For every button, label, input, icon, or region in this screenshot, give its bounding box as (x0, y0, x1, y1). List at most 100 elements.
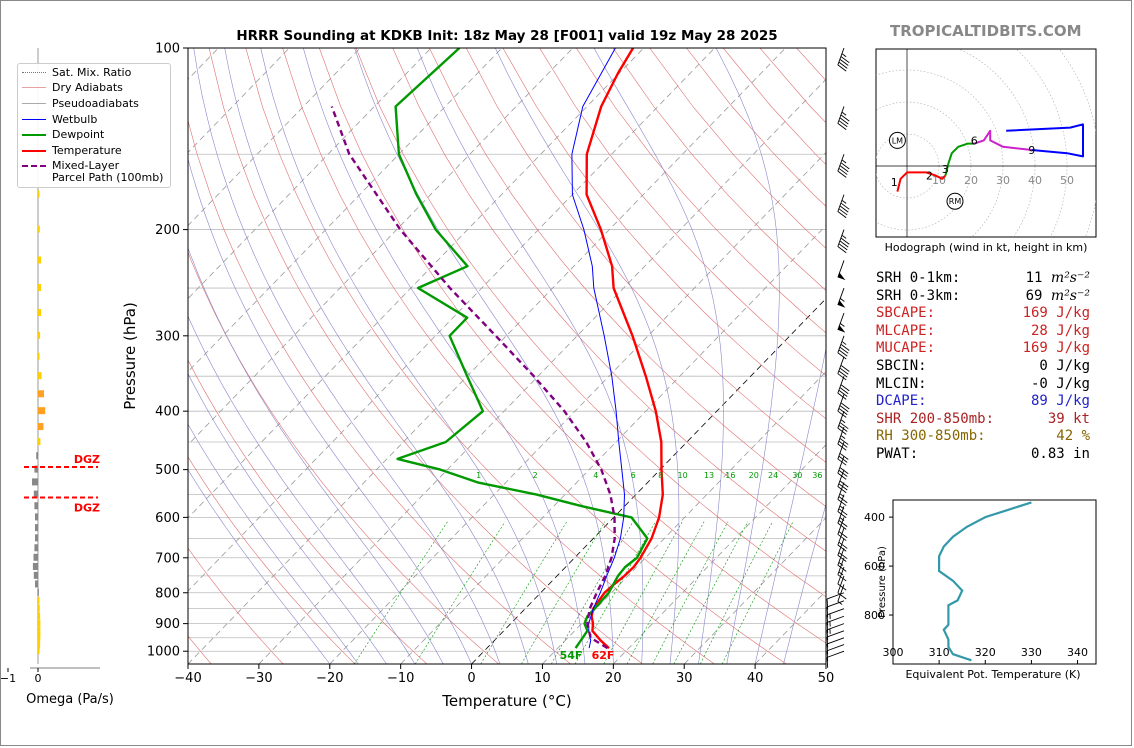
hodograph-frame (875, 48, 1097, 238)
isotherm-line (188, 48, 574, 446)
omega-bar (36, 452, 38, 460)
storm-motion-label: RM (949, 197, 962, 206)
omega-xlabel: Omega (Pa/s) (26, 692, 114, 707)
omega-tick-label: 0 (35, 672, 42, 685)
barb-staff (826, 592, 845, 600)
mixing-ratio-line (354, 521, 448, 664)
barb-staff (826, 650, 845, 658)
barb-full (837, 246, 847, 254)
barb-full (840, 402, 850, 410)
dry-adiabat-line (392, 48, 826, 552)
legend-label: Dry Adiabats (52, 81, 123, 94)
barb-full (840, 202, 850, 210)
barb-full (837, 533, 847, 541)
pseudoadiabat-line (188, 157, 472, 664)
wind-barb (826, 650, 845, 668)
omega-bar (38, 407, 46, 415)
barb-full (837, 410, 847, 418)
wind-barb (837, 527, 848, 552)
isotherm-line (613, 444, 826, 664)
param-label: DCAPE: (876, 393, 927, 410)
param-label: MLCAPE: (876, 322, 936, 339)
barb-full (837, 211, 847, 219)
mixing-ratio-line (574, 521, 656, 664)
wind-barb (837, 376, 850, 400)
param-row: MLCIN: -0 J/kg (876, 376, 1090, 394)
dry-adiabat-line (465, 48, 826, 463)
legend-item: Wetbulb (18, 114, 97, 126)
pseudoadiabat-line (354, 48, 614, 664)
barb-half (841, 234, 847, 239)
omega-bar (38, 225, 40, 233)
pseudoadiabat-line (188, 373, 387, 664)
legend-label: Sat. Mix. Ratio (52, 66, 132, 79)
barb-full (839, 240, 849, 248)
omega-bar (38, 309, 41, 317)
dry-adiabat-line (355, 48, 826, 598)
param-value: 169 J/kg (1022, 305, 1090, 322)
barb-full (837, 392, 847, 400)
omega-bar (38, 612, 41, 620)
hodograph-ring-label: 30 (996, 174, 1010, 187)
barb-full (838, 208, 848, 216)
omega-bar (38, 256, 41, 264)
wind-barb (826, 592, 845, 610)
legend-swatch (22, 98, 46, 108)
y-tick-label: 800 (155, 586, 180, 601)
param-label: MUCAPE: (876, 340, 936, 357)
y-tick-label: 900 (155, 617, 180, 632)
param-row: SHR 200-850mb: 39 kt (876, 411, 1090, 429)
y-tick-label: 100 (155, 42, 180, 57)
wind-barb (837, 154, 850, 178)
omega-bar (34, 502, 38, 510)
barb-full (838, 508, 848, 516)
mixing-ratio-line (551, 521, 634, 664)
barb-full (839, 58, 849, 66)
skewt-profiles (330, 48, 664, 650)
barb-full (838, 167, 848, 175)
x-tick-label: −20 (316, 671, 343, 686)
hodograph-height-label: 2 (926, 170, 933, 183)
wind-barb (837, 394, 850, 418)
omega-bar (33, 553, 38, 561)
x-tick-label: −10 (387, 671, 414, 686)
theta-e-x-tick-label: 330 (1021, 646, 1042, 659)
isotherm-line (258, 78, 826, 664)
param-row: SRH 0-1km: 11 m²s⁻² (876, 270, 1090, 288)
omega-bar (34, 544, 38, 552)
barb-full (837, 511, 847, 519)
y-tick-label: 1000 (147, 645, 180, 660)
omega-bar (38, 619, 41, 627)
pseudoadiabat-line (193, 48, 501, 664)
dry-adiabat-line (1090, 48, 1134, 664)
barb-half (837, 600, 843, 605)
pseudoadiabat-line (417, 48, 644, 664)
barb-full (837, 498, 847, 506)
param-row: SBCAPE: 169 J/kg (876, 305, 1090, 323)
barb-full (839, 387, 849, 395)
dry-adiabat-line (502, 48, 826, 420)
omega-bar (38, 331, 41, 339)
omega-tick-label: −1 (0, 672, 16, 685)
wind-barb (837, 557, 847, 582)
mixing-ratio-label: 30 (792, 471, 802, 480)
theta-e-plot (938, 501, 1032, 662)
skewt-axes-frame (187, 47, 827, 665)
wind-barb (837, 47, 850, 72)
barb-half (838, 561, 844, 566)
barb-full (838, 349, 848, 357)
hodograph-height-label: 3 (942, 163, 949, 176)
param-value: 169 J/kg (1022, 340, 1090, 357)
hodograph-ring-label: 40 (1028, 174, 1042, 187)
omega-bar (38, 372, 42, 380)
barb-flag (837, 325, 846, 333)
pseudoadiabat-line (303, 48, 586, 664)
hodograph-segment-6-9 (973, 129, 1032, 151)
isotherm-line (188, 48, 715, 592)
barb-staff (837, 441, 845, 460)
dry-adiabat-line (319, 48, 826, 644)
param-row: SRH 0-3km: 69 m²s⁻² (876, 288, 1090, 306)
param-label: MLCIN: (876, 375, 927, 392)
legend-item: Dewpoint (18, 129, 104, 141)
x-tick-label: 20 (605, 671, 622, 686)
